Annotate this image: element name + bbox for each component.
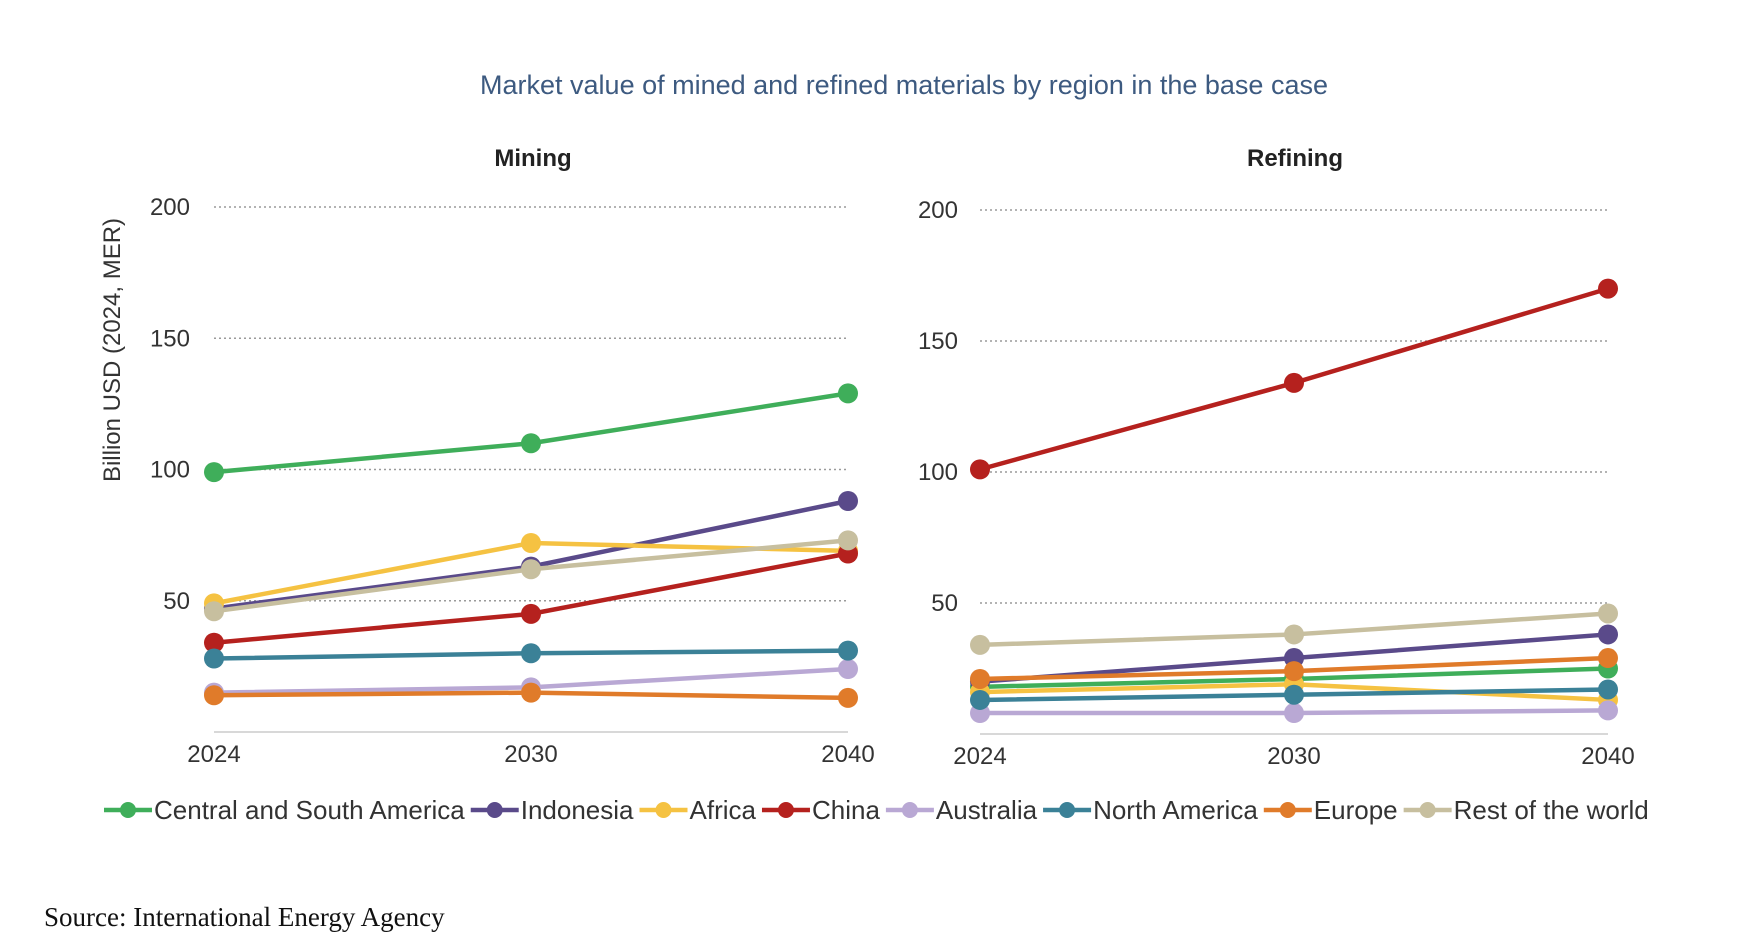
panel-refining: Refining 200 150 100 50 2024 2030 2040 bbox=[918, 145, 1635, 770]
data-point bbox=[521, 643, 541, 664]
legend-item-north-america: North America bbox=[1043, 795, 1258, 825]
data-point bbox=[1284, 684, 1304, 705]
series-line bbox=[211, 498, 851, 611]
data-point bbox=[1598, 603, 1618, 624]
y-tick-label: 100 bbox=[918, 459, 958, 486]
data-point bbox=[970, 459, 990, 480]
legend-label: Europe bbox=[1314, 795, 1398, 825]
legend-label: North America bbox=[1093, 795, 1258, 825]
x-tick-label: 2040 bbox=[1581, 743, 1634, 770]
data-point bbox=[1284, 624, 1304, 645]
legend-label: Indonesia bbox=[521, 795, 634, 825]
chart-panels: Mining 200 150 100 50 2024 2030 2040 Refining 200… bbox=[150, 145, 1635, 770]
series-north-america bbox=[204, 640, 858, 669]
series-central-and-south-america bbox=[204, 383, 858, 483]
legend-marker bbox=[901, 802, 918, 818]
legend-label: Australia bbox=[936, 795, 1038, 825]
legend-label: China bbox=[812, 795, 880, 825]
legend-label: Africa bbox=[690, 795, 757, 825]
data-point bbox=[838, 687, 858, 708]
data-point bbox=[204, 648, 224, 669]
legend-item-rest-of-the-world: Rest of the world bbox=[1403, 795, 1649, 825]
legend-label: Central and South America bbox=[154, 795, 465, 825]
data-point bbox=[521, 603, 541, 624]
series-line bbox=[211, 391, 851, 475]
data-point bbox=[970, 634, 990, 655]
x-tick-label: 2030 bbox=[504, 741, 557, 768]
panel-mining: Mining 200 150 100 50 2024 2030 2040 bbox=[150, 145, 875, 768]
legend-marker bbox=[120, 802, 136, 818]
panel-title: Mining bbox=[494, 145, 571, 172]
legend-marker bbox=[1279, 802, 1296, 818]
data-point bbox=[838, 640, 858, 661]
y-tick-label: 100 bbox=[150, 457, 190, 484]
data-point bbox=[521, 533, 541, 553]
y-tick-label: 200 bbox=[150, 194, 190, 221]
x-tick-label: 2030 bbox=[1267, 743, 1320, 770]
legend-item-central-and-south-america: Central and South America bbox=[104, 795, 465, 825]
data-point bbox=[970, 668, 990, 689]
data-point bbox=[1598, 278, 1618, 299]
data-point bbox=[838, 491, 858, 511]
legend-item-africa: Africa bbox=[639, 795, 757, 825]
data-point bbox=[1284, 703, 1304, 724]
x-tick-label: 2024 bbox=[187, 741, 240, 768]
series-europe bbox=[204, 682, 858, 708]
x-tick-label: 2024 bbox=[953, 743, 1006, 770]
y-tick-label: 200 bbox=[918, 197, 958, 224]
data-point bbox=[1598, 624, 1618, 645]
legend-marker bbox=[655, 802, 672, 818]
y-tick-label: 150 bbox=[918, 328, 958, 355]
data-point bbox=[204, 601, 224, 622]
data-point bbox=[1598, 648, 1618, 669]
series-rest-of-the-world bbox=[204, 530, 858, 622]
series-rest-of-the-world bbox=[970, 603, 1618, 655]
data-point bbox=[838, 659, 858, 679]
y-tick-label: 150 bbox=[150, 325, 190, 352]
x-tick-label: 2040 bbox=[821, 741, 874, 768]
legend-marker bbox=[777, 802, 794, 818]
data-point bbox=[521, 433, 541, 454]
source-note: Source: International Energy Agency bbox=[44, 902, 445, 932]
data-point bbox=[838, 383, 858, 404]
data-point bbox=[1284, 661, 1304, 682]
data-point bbox=[204, 462, 224, 483]
data-point bbox=[521, 682, 541, 703]
panel-title: Refining bbox=[1247, 145, 1343, 172]
y-tick-label: 50 bbox=[931, 590, 958, 617]
legend-label: Rest of the world bbox=[1454, 795, 1649, 825]
legend-marker bbox=[1059, 802, 1076, 818]
y-tick-label: 50 bbox=[163, 588, 190, 615]
data-point bbox=[1598, 700, 1618, 721]
data-point bbox=[204, 685, 224, 706]
legend-marker bbox=[1419, 802, 1436, 818]
legend-item-australia: Australia bbox=[885, 795, 1038, 825]
data-point bbox=[521, 559, 541, 580]
data-point bbox=[204, 632, 224, 653]
data-point bbox=[1598, 679, 1618, 700]
data-point bbox=[1284, 372, 1304, 393]
data-point bbox=[838, 530, 858, 551]
y-axis-label: Billion USD (2024, MER) bbox=[99, 218, 126, 482]
series-north-america bbox=[970, 679, 1618, 710]
data-point bbox=[970, 689, 990, 710]
legend-item-china: China bbox=[761, 795, 880, 825]
legend-marker bbox=[486, 802, 503, 818]
chart-title: Market value of mined and refined materi… bbox=[480, 70, 1328, 100]
legend-item-indonesia: Indonesia bbox=[470, 795, 634, 825]
series-china bbox=[970, 278, 1618, 480]
legend-item-europe: Europe bbox=[1263, 795, 1398, 825]
chart-legend: Central and South America Indonesia Africa… bbox=[104, 795, 1649, 825]
series-europe bbox=[970, 648, 1618, 689]
